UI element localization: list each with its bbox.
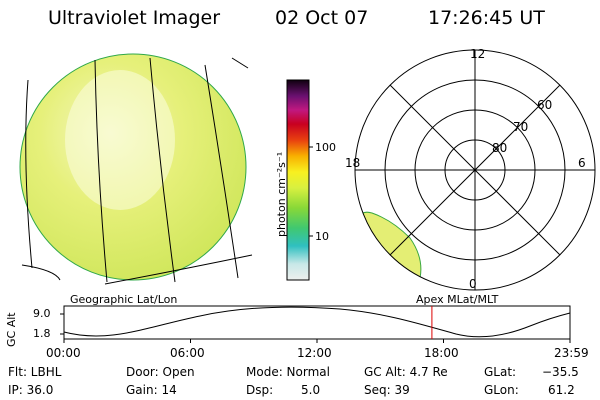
status-door: Door: Open bbox=[126, 365, 195, 379]
meridian-line bbox=[25, 79, 33, 269]
orbit-x-tick: 23:59 bbox=[554, 346, 589, 360]
meridian-line bbox=[204, 64, 239, 279]
status-mode: Mode: Normal bbox=[246, 365, 330, 379]
orbit-x-tick: 12:00 bbox=[297, 346, 332, 360]
auroral-oval-region bbox=[356, 211, 422, 285]
mlt-label-0: 0 bbox=[469, 277, 477, 291]
altitude-trace bbox=[63, 306, 571, 338]
lat-label-70: 70 bbox=[513, 120, 529, 134]
mlt-label-12: 12 bbox=[470, 47, 486, 61]
orbit-y-axis-label: GC Alt bbox=[5, 312, 18, 347]
polar-plot bbox=[354, 49, 596, 291]
colorbar-tick-100: 100 bbox=[315, 141, 336, 154]
color-bar bbox=[286, 79, 313, 281]
apex-caption: Apex MLat/MLT bbox=[416, 293, 499, 306]
instrument-title: Ultraviolet Imager bbox=[48, 7, 221, 29]
observation-date: 02 Oct 07 bbox=[275, 7, 369, 29]
meridian-line bbox=[149, 57, 176, 283]
lat-label-80: 80 bbox=[492, 141, 508, 155]
status-glon-label: GLon: bbox=[484, 383, 519, 397]
orbit-y-tick-9: 9.0 bbox=[33, 307, 51, 320]
orbit-y-tick-1-8: 1.8 bbox=[33, 327, 51, 340]
geographic-caption: Geographic Lat/Lon bbox=[70, 293, 178, 306]
orbit-x-tick: 00:00 bbox=[46, 346, 81, 360]
status-gc-alt: GC Alt: 4.7 Re bbox=[364, 365, 448, 379]
earth-image bbox=[19, 53, 253, 285]
colorbar-tick-10: 10 bbox=[315, 230, 329, 243]
parallel-line bbox=[104, 254, 253, 285]
status-glat-label: GLat: bbox=[484, 365, 517, 379]
observation-time: 17:26:45 UT bbox=[428, 7, 545, 29]
mlt-label-18: 18 bbox=[345, 156, 361, 170]
status-glat-value: −35.5 bbox=[542, 365, 579, 379]
meridian-line bbox=[94, 59, 108, 283]
colorbar-unit-label: photon cm⁻²s⁻¹ bbox=[275, 151, 288, 237]
meridian-line bbox=[231, 57, 249, 69]
orbit-x-tick: 06:00 bbox=[170, 346, 205, 360]
orbit-panel bbox=[60, 305, 571, 343]
status-seq: Seq: 39 bbox=[364, 383, 410, 397]
status-ip: IP: 36.0 bbox=[8, 383, 54, 397]
lat-label-60: 60 bbox=[537, 98, 553, 112]
parallel-line bbox=[21, 264, 61, 281]
status-gain: Gain: 14 bbox=[126, 383, 177, 397]
status-filter: Flt: LBHL bbox=[8, 365, 62, 379]
status-glon-value: 61.2 bbox=[548, 383, 575, 397]
orbit-x-tick: 18:00 bbox=[424, 346, 459, 360]
status-dsp-label: Dsp: bbox=[246, 383, 274, 397]
mlt-label-6: 6 bbox=[578, 156, 586, 170]
status-dsp-value: 5.0 bbox=[301, 383, 321, 397]
